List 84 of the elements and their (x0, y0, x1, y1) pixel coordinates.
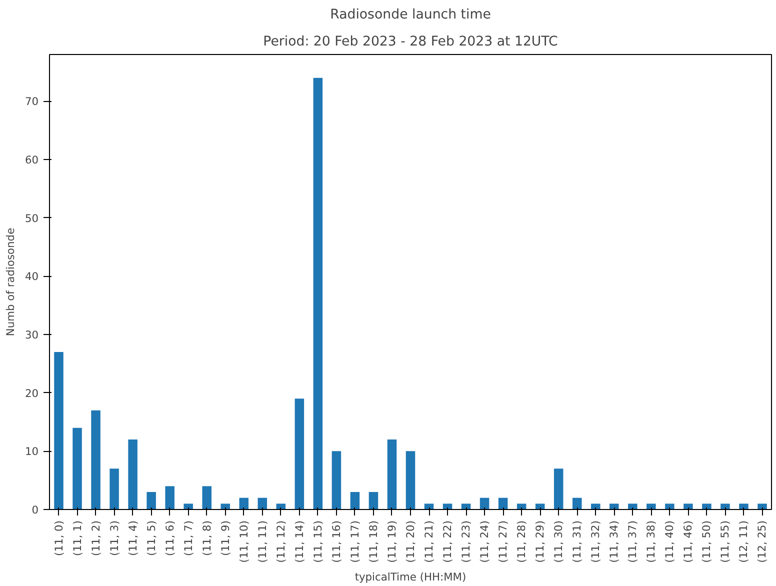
x-tick-label: (11, 15) (311, 520, 324, 563)
x-axis-title: typicalTime (HH:MM) (354, 570, 466, 584)
y-tick-label: 40 (24, 270, 39, 284)
x-tick-label: (11, 31) (570, 520, 584, 563)
x-tick-label: (11, 46) (682, 520, 695, 563)
x-tick-label: (11, 10) (237, 520, 250, 563)
x-tick-label: (11, 23) (460, 520, 473, 563)
bar (91, 410, 100, 510)
bar (591, 504, 600, 510)
x-tick-label: (11, 8) (200, 520, 214, 556)
bar (646, 504, 656, 510)
x-tick-label: (11, 11) (256, 520, 269, 563)
bar (202, 486, 212, 510)
bar (406, 451, 416, 510)
x-tick-label: (11, 28) (515, 520, 528, 563)
chart-subtitle: Period: 20 Feb 2023 - 28 Feb 2023 at 12UTC (263, 34, 558, 50)
bar (387, 440, 397, 510)
bar (110, 468, 119, 510)
bar (239, 498, 249, 510)
bar (54, 352, 64, 510)
bar (332, 451, 342, 510)
bar (628, 504, 638, 510)
x-tick-label: (11, 21) (422, 520, 436, 563)
bar (184, 504, 193, 510)
x-tick-label: (11, 40) (663, 520, 676, 563)
x-tick-label: (11, 18) (366, 520, 380, 563)
x-tick-label: (11, 5) (144, 520, 158, 556)
x-tick-label: (12, 11) (737, 520, 750, 563)
x-tick-label: (11, 19) (385, 520, 398, 563)
x-tick-label: (11, 7) (182, 520, 195, 556)
y-tick-label: 0 (32, 504, 39, 516)
x-tick-label: (11, 1) (70, 520, 84, 556)
bar (350, 492, 360, 510)
x-tick-label: (11, 55) (718, 520, 732, 563)
y-tick-label: 60 (24, 154, 39, 166)
x-tick-label: (11, 6) (163, 520, 176, 556)
bar (480, 498, 490, 510)
y-axis-title: Numb of radiosonde (4, 228, 17, 336)
y-tick-label: 30 (24, 328, 39, 342)
bar (498, 498, 508, 510)
bar (720, 504, 730, 510)
bar (294, 398, 304, 510)
bar (702, 504, 712, 510)
y-tick-label: 50 (24, 212, 39, 225)
x-tick-label: (11, 37) (626, 520, 640, 563)
bar (665, 504, 674, 510)
bar (554, 468, 564, 510)
x-tick-label: (11, 14) (292, 520, 306, 563)
x-tick-label: (11, 32) (589, 520, 602, 563)
y-tick-label: 10 (24, 445, 39, 458)
x-tick-label: (11, 0) (52, 520, 66, 556)
bar (146, 492, 156, 510)
bar (572, 498, 582, 510)
x-tick-label: (11, 50) (700, 520, 714, 563)
bar (758, 504, 767, 510)
bar (739, 504, 748, 510)
x-tick-label: (11, 4) (126, 520, 140, 556)
x-tick-label: (11, 27) (496, 520, 510, 563)
bar (128, 440, 138, 510)
x-tick-label: (11, 9) (218, 520, 232, 556)
x-tick-label: (11, 17) (348, 520, 362, 563)
x-tick-label: (11, 16) (330, 520, 343, 563)
x-tick-label: (12, 25) (756, 520, 769, 563)
x-tick-label: (11, 22) (441, 520, 454, 563)
x-tick-label: (11, 30) (552, 520, 566, 563)
x-tick-label: (11, 24) (478, 520, 492, 563)
chart-title: Radiosonde launch time (330, 8, 491, 22)
y-tick-label: 70 (24, 95, 39, 108)
x-tick-label: (11, 38) (644, 520, 658, 563)
bar (684, 504, 693, 510)
bar (220, 504, 230, 510)
bar (72, 428, 82, 510)
bar (165, 486, 174, 510)
x-tick-label: (11, 2) (89, 520, 102, 556)
x-tick-label: (11, 12) (274, 520, 288, 563)
bar (610, 504, 619, 510)
y-tick-label: 20 (24, 386, 39, 400)
x-tick-label: (11, 34) (608, 520, 621, 563)
bar (258, 498, 268, 510)
x-tick-label: (11, 20) (404, 520, 417, 563)
x-tick-label: (11, 3) (108, 520, 121, 556)
bar (368, 492, 378, 510)
bar (313, 78, 323, 510)
x-tick-label: (11, 29) (534, 520, 547, 563)
